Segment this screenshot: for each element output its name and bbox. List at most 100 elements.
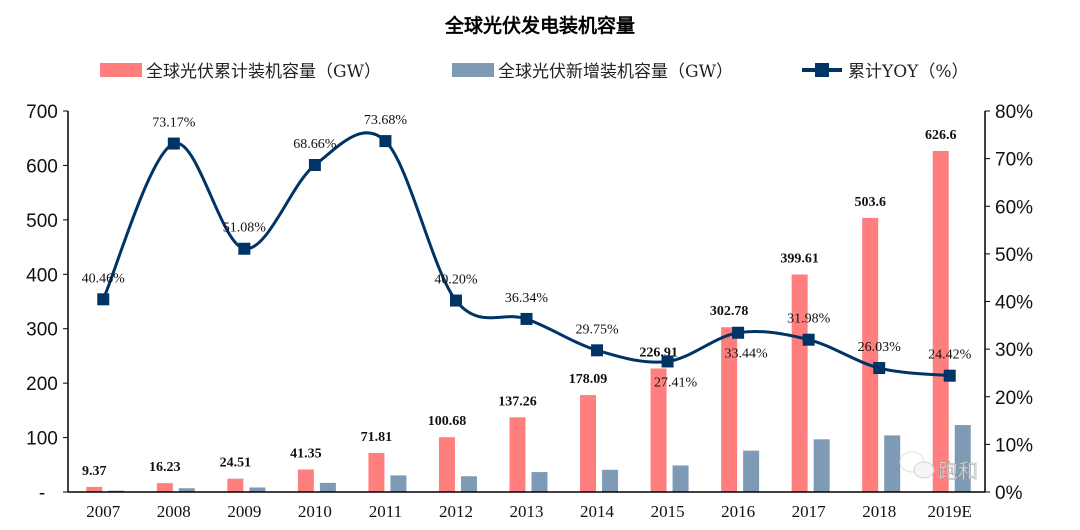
legend-label-cumulative: 全球光伏累计装机容量（GW）: [146, 62, 381, 82]
right-tick-label: 30%: [995, 340, 1033, 361]
watermark: 跑和: [899, 451, 978, 483]
x-tick-label: 2008: [157, 502, 191, 521]
x-tick-label: 2009: [227, 502, 261, 521]
yoy-marker: [591, 344, 604, 357]
bar-cumulative: [368, 452, 385, 492]
bar-cumulative: [438, 437, 455, 492]
yoy-marker: [167, 137, 180, 150]
bar-new: [672, 465, 689, 492]
bar-label: 178.09: [569, 372, 608, 387]
x-tick-label: 2016: [721, 502, 755, 521]
yoy-marker: [308, 159, 321, 172]
yoy-label: 73.68%: [364, 113, 408, 128]
bar-cumulative: [86, 486, 103, 492]
bar-new: [813, 439, 830, 492]
right-tick-label: 40%: [995, 293, 1033, 314]
bar-label: 41.35: [290, 446, 322, 461]
bar-new: [460, 476, 477, 492]
yoy-marker: [97, 293, 110, 306]
x-tick-label: 2012: [439, 502, 473, 521]
x-tick-label: 2011: [369, 502, 402, 521]
bar-cumulative: [580, 395, 597, 492]
watermark-text: 跑和: [938, 459, 978, 483]
bar-cumulative: [791, 274, 808, 492]
bar-new: [602, 469, 619, 492]
yoy-marker: [449, 294, 462, 307]
yoy-marker: [520, 312, 533, 325]
x-tick-label: 2007: [86, 502, 121, 521]
yoy-label: 31.98%: [787, 312, 831, 327]
right-tick-label: 60%: [995, 197, 1033, 218]
legend-label-yoy: 累计YOY（%）: [848, 62, 969, 82]
yoy-marker: [238, 242, 251, 255]
left-tick-label: 300: [26, 320, 58, 341]
bar-label: 399.61: [780, 251, 819, 266]
right-tick-label: 10%: [995, 435, 1033, 456]
right-tick-label: 20%: [995, 388, 1033, 409]
yoy-label: 33.44%: [725, 347, 769, 362]
bar-new: [954, 425, 971, 492]
x-tick-label: 2017: [792, 502, 827, 521]
yoy-label: 36.34%: [505, 291, 549, 306]
bar-label: 503.6: [854, 195, 886, 210]
x-tick-label: 2019E: [928, 502, 972, 521]
legend-swatch-new: [452, 63, 494, 77]
legend: 全球光伏累计装机容量（GW） 全球光伏新增装机容量（GW） 累计YOY（%）: [100, 62, 969, 82]
yoy-label: 40.20%: [434, 273, 478, 288]
x-tick-label: 2013: [510, 502, 544, 521]
bar-label: 137.26: [498, 394, 537, 409]
bar-cumulative: [509, 417, 526, 492]
bar-label: 71.81: [361, 430, 393, 445]
bar-label: 626.6: [925, 128, 957, 143]
yoy-label: 73.17%: [152, 116, 196, 131]
bar-cumulative: [721, 327, 738, 492]
chart-title: 全球光伏发电装机容量: [444, 14, 635, 37]
bar-new: [319, 482, 336, 492]
bar-label: 302.78: [710, 304, 749, 319]
bar-new: [884, 435, 901, 492]
bar-new: [178, 488, 195, 492]
right-tick-label: 0%: [995, 483, 1023, 504]
legend-marker-yoy: [815, 63, 829, 77]
yoy-marker: [873, 362, 886, 375]
yoy-label: 27.41%: [654, 375, 698, 390]
yoy-label: 29.75%: [575, 322, 619, 337]
yoy-label: 51.08%: [223, 221, 267, 236]
yoy-marker: [732, 326, 745, 339]
bar-cumulative: [297, 469, 314, 492]
bar-label: 9.37: [82, 464, 107, 479]
bar-cumulative: [650, 368, 667, 492]
bar-new: [743, 450, 760, 492]
bar-label: 16.23: [149, 460, 181, 475]
x-tick-label: 2018: [862, 502, 896, 521]
yoy-line: [101, 131, 950, 378]
right-tick-label: 80%: [995, 102, 1033, 123]
x-tick-label: 2010: [298, 502, 332, 521]
left-tick-label: 400: [26, 265, 58, 286]
left-tick-label: 100: [26, 429, 58, 450]
bar-new: [249, 487, 266, 492]
left-tick-label: 500: [26, 211, 58, 232]
bar-new: [531, 472, 548, 492]
left-tick-label: 600: [26, 156, 58, 177]
bar-cumulative: [932, 150, 949, 493]
yoy-marker: [661, 355, 674, 368]
yoy-marker: [379, 135, 392, 148]
bar-cumulative: [156, 483, 173, 492]
left-tick-label: 700: [26, 102, 58, 123]
bar-cumulative: [227, 478, 244, 492]
left-tick-label: 200: [26, 374, 58, 395]
yoy-label: 40.46%: [82, 271, 126, 286]
yoy-label: 26.03%: [858, 340, 902, 355]
legend-swatch-cumulative: [100, 63, 142, 77]
yoy-label: 68.66%: [293, 137, 337, 152]
bar-label: 24.51: [220, 456, 252, 471]
plot-area: - 100 200 300 400 500 600 700 0% 10% 20% 30% 40% 50% 6…: [26, 102, 1033, 521]
bar-label: 100.68: [428, 414, 467, 429]
right-tick-label: 50%: [995, 245, 1033, 266]
left-tick-label: -: [39, 483, 45, 504]
bar-new: [390, 475, 407, 492]
bar-cumulative: [862, 217, 879, 493]
x-tick-label: 2015: [651, 502, 685, 521]
